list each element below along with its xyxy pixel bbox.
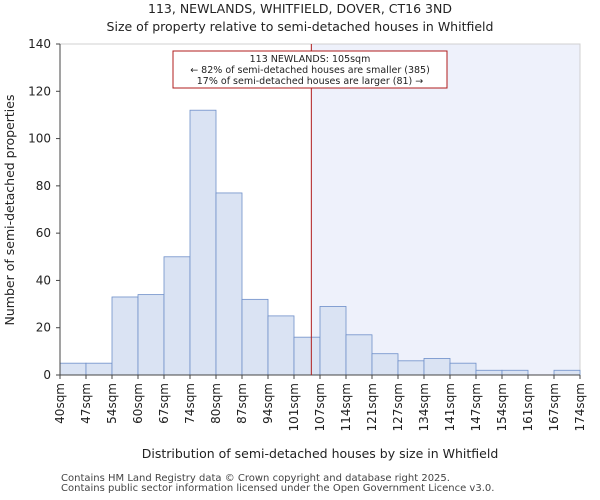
histogram-bar [241,298,269,376]
y-tick-label: 120 [28,84,51,98]
y-tick-label: 40 [36,273,51,287]
histogram-bar [553,369,581,376]
histogram-bar [163,256,191,376]
x-tick-label: 141sqm [443,383,457,431]
x-tick-label: 147sqm [469,383,483,431]
histogram-bar [501,369,529,376]
y-tick-label: 140 [28,37,51,51]
x-tick-label: 54sqm [105,383,119,424]
histogram-bar [111,296,139,376]
x-tick-label: 127sqm [391,383,405,431]
annotation-line-1: 113 NEWLANDS: 105sqm [250,54,371,65]
histogram-bar [371,353,399,376]
histogram-bar [215,192,243,376]
chart-title: 113, NEWLANDS, WHITFIELD, DOVER, CT16 3N… [148,1,452,16]
x-tick-label: 101sqm [287,383,301,431]
x-tick-label: 67sqm [157,383,171,424]
histogram-bar [345,334,373,376]
annotation-box [172,50,448,89]
x-tick-label: 40sqm [53,383,67,424]
x-tick-label: 80sqm [209,383,223,424]
x-tick-label: 87sqm [235,383,249,424]
x-tick-label: 47sqm [79,383,93,424]
histogram-bar [85,362,113,376]
histogram-bar [319,306,347,376]
histogram-bar [397,360,425,376]
x-tick-label: 107sqm [313,383,327,431]
x-tick-label: 161sqm [521,383,535,431]
x-axis-label: Distribution of semi-detached houses by … [142,446,499,461]
footer-line-2: Contains public sector information licen… [61,483,495,494]
histogram-bar [293,336,321,376]
x-tick-label: 174sqm [573,383,587,431]
y-tick-label: 60 [36,226,51,240]
x-tick-label: 60sqm [131,383,145,424]
y-tick-label: 20 [36,321,51,335]
y-tick-label: 100 [28,132,51,146]
highlight-region [311,44,580,375]
y-axis-label: Number of semi-detached properties [2,95,17,326]
x-tick-label: 154sqm [495,383,509,431]
annotation-line-3: 17% of semi-detached houses are larger (… [197,76,424,87]
y-tick-label: 0 [43,368,51,382]
x-tick-label: 134sqm [417,383,431,431]
x-tick-label: 121sqm [365,383,379,431]
histogram-bar [475,369,503,376]
x-tick-label: 94sqm [261,383,275,424]
x-tick-label: 167sqm [547,383,561,431]
histogram-bar [59,362,87,376]
x-tick-label: 114sqm [339,383,353,431]
y-tick-label: 80 [36,179,51,193]
annotation-line-2: ← 82% of semi-detached houses are smalle… [190,65,430,76]
histogram-bar [449,362,477,376]
footer-line-1: Contains HM Land Registry data © Crown c… [61,473,450,484]
histogram-bar [267,315,295,376]
histogram-bar [137,294,165,376]
chart-subtitle: Size of property relative to semi-detach… [107,19,494,34]
histogram-bar [423,358,451,376]
plot-area: 0 20 40 60 80 100 120 140 40sqm 47sqm 54sqm 60sqm 67… [28,37,587,431]
x-tick-label: 74sqm [183,383,197,424]
histogram-bar [189,109,217,376]
